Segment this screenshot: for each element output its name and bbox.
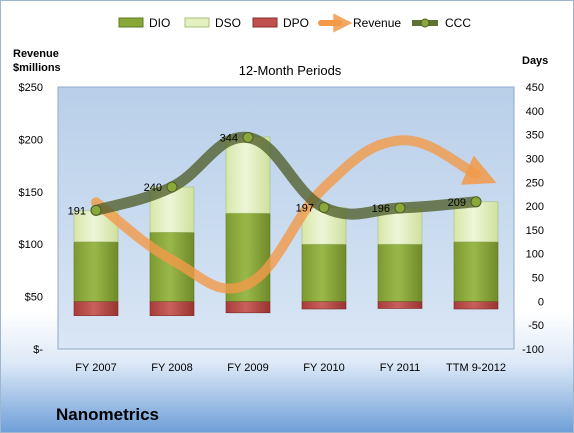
- y-right-label: Days: [522, 55, 548, 67]
- y-left-tick-label: $250: [19, 82, 43, 94]
- y-left-label-line2: $millions: [13, 62, 61, 74]
- bar-dpo: [453, 301, 499, 310]
- bar-dpo: [225, 301, 271, 314]
- ccc-point: [394, 202, 406, 214]
- chart-title: 12-Month Periods: [239, 63, 342, 78]
- bar-dio: [453, 241, 499, 302]
- y-right-tick-label: 200: [526, 201, 544, 213]
- ccc-data-label: 344: [220, 132, 238, 144]
- bar-dio: [73, 241, 119, 302]
- legend-label-dio: DIO: [149, 16, 170, 30]
- bar-dio: [377, 243, 423, 302]
- x-tick-label: FY 2010: [303, 362, 344, 374]
- ccc-point: [242, 131, 254, 143]
- y-right-tick-label: 150: [526, 225, 544, 237]
- y-right-tick-label: -100: [522, 344, 544, 356]
- ccc-data-label: 196: [372, 203, 390, 215]
- ccc-point: [90, 204, 102, 216]
- ccc-point: [318, 202, 330, 214]
- y-right-tick-label: 400: [526, 106, 544, 118]
- y-right-tick-label: 100: [526, 249, 544, 261]
- bar-dio: [301, 243, 347, 302]
- legend-label-dso: DSO: [215, 16, 241, 30]
- x-tick-label: FY 2011: [380, 362, 421, 374]
- y-right-tick-label: -50: [528, 320, 544, 332]
- ccc-data-label: 240: [144, 182, 162, 194]
- lines: [90, 131, 497, 294]
- y-left-ticks: $- $50 $100 $150 $200 $250: [19, 82, 44, 356]
- legend-label-ccc: CCC: [445, 16, 471, 30]
- legend-label-dpo: DPO: [283, 16, 309, 30]
- ccc-data-labels: 191 240 344 197 196 209: [68, 132, 466, 217]
- y-left-tick-label: $150: [19, 187, 43, 199]
- bar-dpo: [377, 301, 423, 309]
- y-left-tick-label: $50: [25, 292, 43, 304]
- y-right-tick-label: 300: [526, 153, 544, 165]
- ccc-point: [470, 196, 482, 208]
- bar-dpo: [301, 301, 347, 310]
- x-tick-label: FY 2009: [227, 362, 268, 374]
- y-right-tick-label: 50: [532, 273, 544, 285]
- ccc-point: [166, 181, 178, 193]
- bar-dpo: [149, 301, 195, 316]
- legend-swatch-ccc-marker: [420, 18, 430, 28]
- revenue-line: [91, 135, 497, 294]
- x-tick-label: TTM 9-2012: [446, 362, 506, 374]
- y-right-tick-label: 0: [538, 296, 544, 308]
- y-right-ticks: -100 -50 0 50 100 150 200 250 300 350 400 450: [522, 82, 544, 356]
- ccc-data-label: 197: [296, 203, 314, 215]
- ccc-data-label: 209: [448, 197, 466, 209]
- company-name: Nanometrics: [56, 405, 159, 424]
- y-left-tick-label: $100: [19, 239, 43, 251]
- legend-swatch-dso: [184, 17, 210, 28]
- ccc-data-label: 191: [68, 205, 86, 217]
- plot-area: [57, 86, 515, 350]
- x-tick-label: FY 2008: [151, 362, 192, 374]
- bar-dpo: [73, 301, 119, 316]
- legend-label-revenue: Revenue: [353, 16, 401, 30]
- x-tick-label: FY 2007: [75, 362, 116, 374]
- y-right-tick-label: 250: [526, 177, 544, 189]
- y-right-tick-label: 450: [526, 82, 544, 94]
- legend-swatch-dio: [118, 17, 144, 28]
- y-left-tick-label: $200: [19, 134, 43, 146]
- x-tick-labels: FY 2007 FY 2008 FY 2009 FY 2010 FY 2011 TTM 9…: [75, 362, 506, 374]
- legend: DIO DSO DPO Revenue CCC: [118, 13, 471, 33]
- y-right-tick-label: 350: [526, 130, 544, 142]
- y-left-label-line1: Revenue: [13, 48, 59, 60]
- legend-swatch-dpo: [252, 17, 278, 28]
- y-left-tick-label: $-: [33, 344, 43, 356]
